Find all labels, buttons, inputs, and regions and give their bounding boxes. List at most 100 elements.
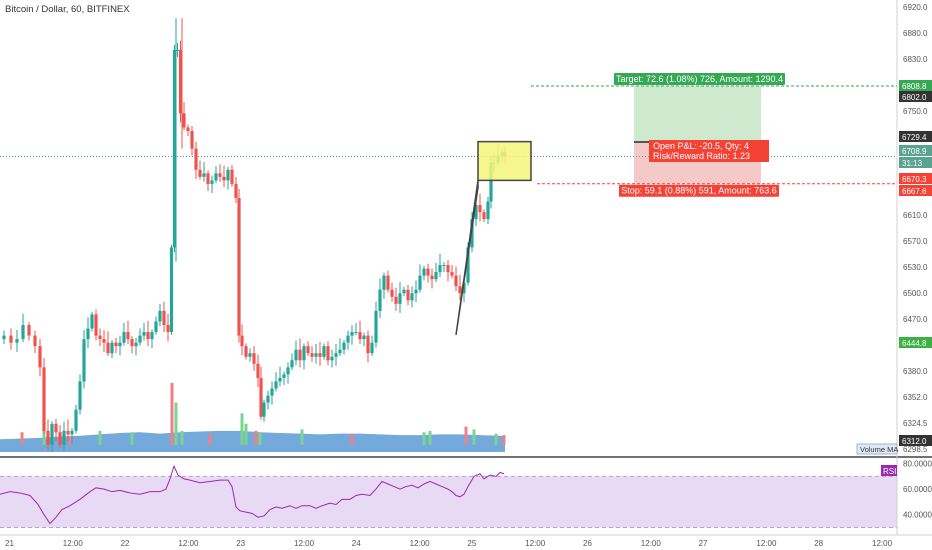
candle-body: [172, 49, 177, 248]
rsi-band: [0, 476, 897, 528]
candle-body: [362, 335, 366, 340]
candle-body: [27, 325, 31, 336]
candle-body: [62, 430, 66, 445]
candle-body: [82, 339, 86, 382]
candle-body: [294, 349, 298, 361]
volume-ma-label: Volume MA: [860, 445, 898, 454]
candle-body: [282, 374, 286, 378]
candle-body: [446, 265, 450, 273]
candle-body: [9, 335, 13, 343]
candle-body: [166, 325, 170, 333]
target-zone: [634, 85, 761, 142]
time-tick-label: 12:00: [63, 539, 84, 548]
candle-body: [74, 409, 78, 431]
candle-body: [462, 282, 466, 294]
stop-label: Stop: 59.1 (0.88%) 591, Amount: 763.6: [621, 186, 777, 196]
candle-body: [248, 353, 252, 357]
candle-body: [182, 113, 186, 128]
candle-body: [106, 342, 110, 354]
candle-body: [138, 335, 142, 343]
target-price-tag: 6808.8: [902, 82, 927, 91]
candle-body: [410, 293, 414, 301]
candle-body: [486, 201, 490, 220]
countdown-tag-bg: [899, 157, 932, 168]
price-tick-label: 6298.5: [903, 445, 928, 454]
candle-body: [110, 342, 114, 354]
candle-body: [15, 339, 19, 343]
candle-body: [430, 275, 434, 280]
candle-body: [118, 342, 122, 347]
rsi-title: RSI: [883, 467, 896, 476]
candle-body: [33, 335, 37, 347]
target-price-tag-bg: [899, 80, 932, 91]
candle-body: [21, 325, 25, 340]
candle-body: [226, 169, 230, 181]
volume-base-tag-bg: [899, 435, 932, 446]
candle-body: [94, 314, 98, 336]
stop-entry-tag-bg: [899, 185, 932, 196]
time-tick-label: 12:00: [525, 539, 546, 548]
price-tick-label: 6352.0: [903, 393, 928, 402]
candle-body: [326, 346, 330, 361]
candle-body: [262, 402, 266, 417]
candle-body: [154, 321, 158, 333]
price-tick-label: 6570.0: [903, 237, 928, 246]
price-tick-label: 6920.0: [903, 3, 928, 12]
volume-bar: [42, 423, 46, 445]
candle-body: [374, 310, 378, 343]
rsi-tick-label: 80.0000: [903, 460, 932, 469]
price-tick-label: 6470.0: [903, 315, 928, 324]
candle-body: [489, 162, 493, 202]
time-tick-label: 27: [699, 539, 708, 548]
rsi-tick-label: 40.0000: [903, 511, 932, 520]
candle-body: [322, 346, 326, 357]
candle-body: [366, 335, 370, 354]
last-price-tag: 6708.9: [902, 147, 927, 156]
price-tick-label: 6750.0: [903, 107, 928, 116]
target-label: Target: 72.6 (1.08%) 726, Amount: 1290.4: [616, 74, 783, 84]
candle-body: [398, 293, 402, 304]
candle-body: [414, 289, 418, 294]
candle-body: [146, 332, 150, 340]
candle-body: [42, 367, 46, 431]
candle-body: [422, 268, 426, 276]
price-tick-label: 6500.0: [903, 289, 928, 298]
candle-body: [158, 310, 162, 322]
candle-body: [378, 289, 382, 311]
candle-body: [130, 339, 134, 347]
time-tick-label: 24: [352, 539, 361, 548]
price-tick-label: 6830.0: [903, 55, 928, 64]
position-price-tag-bg: [899, 131, 932, 142]
volume-bar: [240, 413, 244, 445]
candle-body: [482, 212, 486, 220]
candle-body: [98, 335, 102, 340]
price-tick-label: 6530.0: [903, 263, 928, 272]
volume-bar: [208, 433, 212, 445]
candle-body: [454, 275, 458, 287]
volume-bar: [244, 423, 248, 445]
target-label-bg: [614, 72, 785, 85]
price-tick-label: 6380.0: [903, 367, 928, 376]
candle-body: [194, 148, 198, 170]
candle-body: [2, 335, 6, 340]
candle-body: [252, 353, 256, 364]
candle-body: [334, 353, 338, 357]
candle-body: [402, 289, 406, 294]
candle-body: [175, 49, 180, 51]
candle-body: [198, 169, 202, 177]
time-tick-label: 28: [814, 539, 823, 548]
candle-body: [186, 127, 190, 131]
time-tick-label: 12:00: [294, 539, 315, 548]
volume-bar: [98, 430, 102, 445]
rsi-line: [0, 464, 505, 525]
candle-body: [290, 360, 294, 368]
entry-price-tag-bg: [899, 91, 932, 102]
pnl-box: [649, 139, 769, 162]
candle-body: [256, 363, 260, 378]
candle-body: [90, 314, 94, 329]
candle-body: [230, 169, 234, 184]
candle-body: [354, 332, 358, 334]
volume-bar: [464, 426, 468, 445]
